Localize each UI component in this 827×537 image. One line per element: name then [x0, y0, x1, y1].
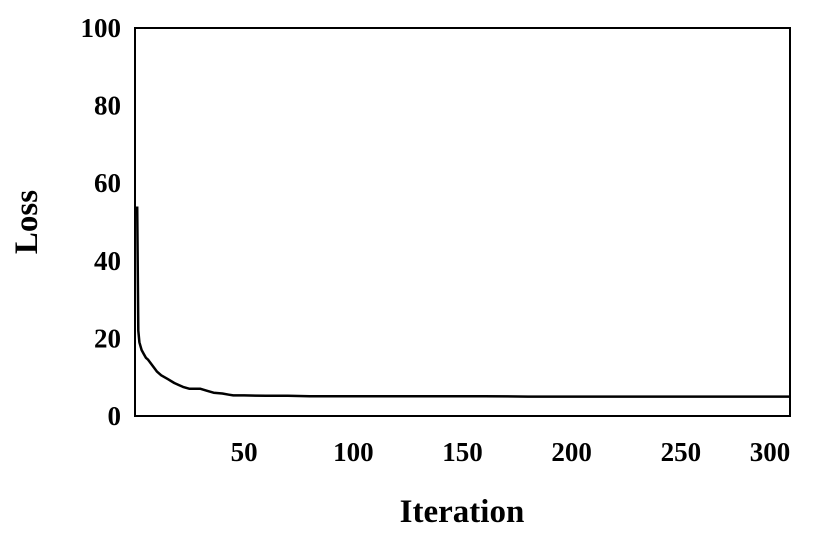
x-tick-label: 150 [442, 437, 483, 467]
y-tick-label: 40 [94, 246, 121, 276]
x-tick-label: 50 [231, 437, 258, 467]
y-tick-label: 0 [108, 401, 122, 431]
series-line-loss [135, 206, 790, 398]
x-tick-label: 100 [333, 437, 374, 467]
x-tick-label: 250 [661, 437, 702, 467]
x-axis-ticks: 50 100 150 200 250 300 [231, 437, 791, 467]
plot-area-frame [134, 27, 791, 417]
x-tick-label: 300 [750, 437, 791, 467]
y-tick-label: 100 [81, 13, 122, 43]
y-axis-title: Loss [9, 190, 45, 254]
y-tick-label: 60 [94, 168, 121, 198]
x-tick-label: 200 [551, 437, 592, 467]
y-tick-label: 80 [94, 91, 121, 121]
x-axis-title: Iteration [400, 494, 525, 530]
y-tick-label: 20 [94, 323, 121, 353]
y-axis-ticks: 0 20 40 60 80 100 [81, 13, 122, 431]
